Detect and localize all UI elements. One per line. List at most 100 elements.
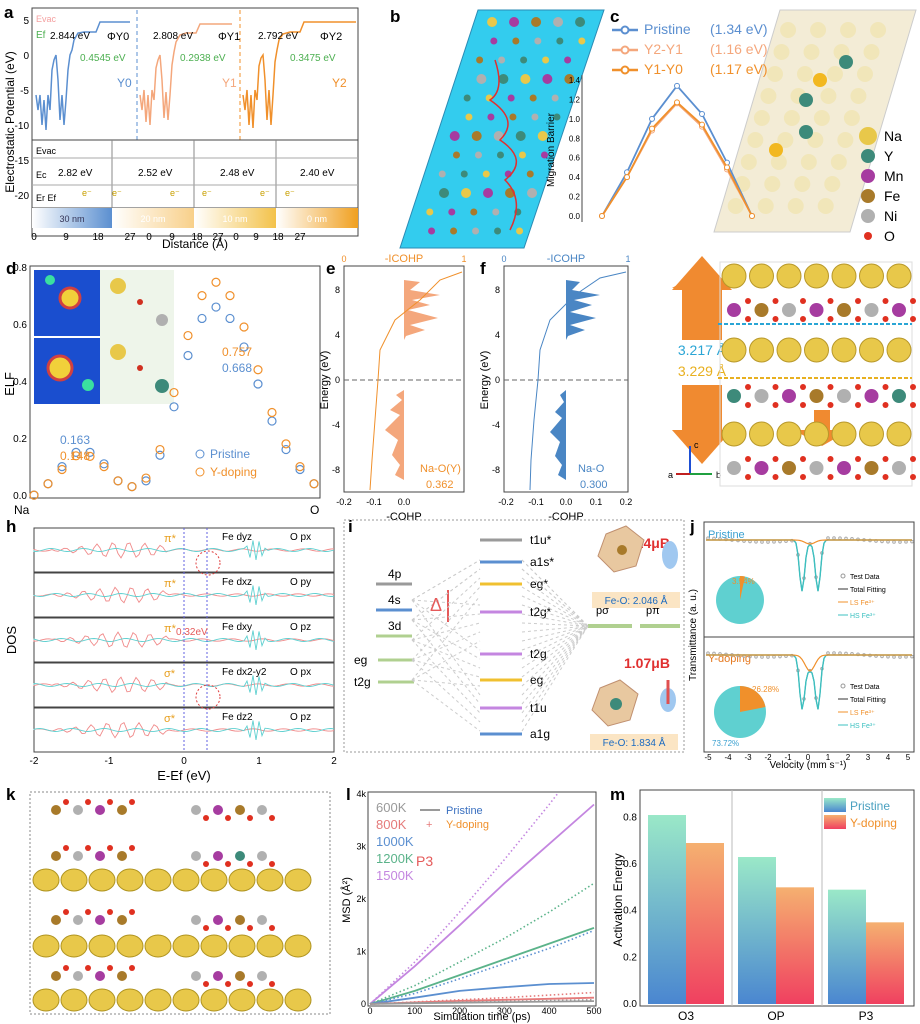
k-tm-atom xyxy=(95,851,105,861)
i-connector xyxy=(411,599,481,606)
g-arrow-up-head xyxy=(672,256,732,290)
h-state: π* xyxy=(164,578,177,590)
c-lattice-atom xyxy=(780,22,797,38)
c-lattice-atom xyxy=(757,198,774,214)
c-element-marker xyxy=(861,169,875,183)
i-feo-box xyxy=(590,734,678,750)
k-na-isosurface xyxy=(144,934,172,958)
b-atom xyxy=(487,17,498,27)
a-size: 0 nm xyxy=(307,214,327,224)
c-legend-value: (1.16 eV) xyxy=(710,41,768,57)
a-xtick: 9 xyxy=(253,232,259,243)
i-connector xyxy=(521,595,589,627)
k-tm-atom xyxy=(191,851,201,861)
j-data-point xyxy=(754,655,758,659)
d-point xyxy=(211,277,221,287)
d-legend: Pristine xyxy=(210,447,250,461)
f-xtick: -0.2 xyxy=(498,497,514,507)
d-o-atom xyxy=(137,365,143,371)
g-na-atom xyxy=(804,421,829,447)
l-temp-label: 1000K xyxy=(376,834,414,849)
i-delta: Δ xyxy=(430,595,442,615)
i-connector xyxy=(411,640,481,681)
g-tm-atom xyxy=(892,461,906,475)
j-hs-bottom: 73.72% xyxy=(712,739,739,748)
k-o-atom xyxy=(203,861,209,867)
g-tm-atom xyxy=(864,461,879,475)
i-connector xyxy=(521,568,589,627)
g-crystal-frame xyxy=(719,261,913,487)
c-element-marker xyxy=(861,209,875,223)
m-legend-label: Pristine xyxy=(850,799,890,813)
k-tm-atom xyxy=(257,915,267,925)
f-ytick: -4 xyxy=(492,420,500,430)
panel-a: a Electrostatic Potential (eV) Distance … xyxy=(3,3,359,251)
i-connector xyxy=(411,599,481,696)
j-data-point xyxy=(904,655,908,659)
a-band-ec: Ec xyxy=(36,170,47,180)
a-xtick: 27 xyxy=(294,232,306,243)
a-delta-1: 0.2938 eV xyxy=(180,53,226,64)
a-gap-2: 2.48 eV xyxy=(220,168,255,179)
c-lattice-atom xyxy=(824,176,841,192)
a-xtick: 9 xyxy=(169,232,175,243)
g-o-atom xyxy=(910,474,916,480)
g-axis-b-label: b xyxy=(716,470,721,480)
a-ef-label: Ef xyxy=(36,30,46,41)
k-na-isosurface xyxy=(200,988,228,1012)
k-tm-atom xyxy=(191,805,201,815)
f-top-label: -ICOHP xyxy=(547,253,586,265)
k-tm-atom xyxy=(213,805,223,815)
g-o-atom xyxy=(855,298,861,304)
k-na-isosurface xyxy=(228,988,256,1012)
b-atom xyxy=(529,94,537,102)
b-atom xyxy=(537,131,548,141)
g-arrow-down-shaft xyxy=(682,385,722,435)
b-profile-line xyxy=(488,59,518,231)
panel-a-xlabel: Distance (Å) xyxy=(162,236,228,251)
g-tm-atom xyxy=(809,303,824,317)
d-point xyxy=(99,459,109,469)
a-size: 30 nm xyxy=(59,214,84,224)
k-o-atom xyxy=(225,925,231,931)
a-energy-2: 2.792 eV xyxy=(258,31,298,42)
c-ytick: 1.2 xyxy=(569,95,581,104)
k-o-atom xyxy=(269,925,275,931)
a-label-y0: Y0 xyxy=(117,76,132,90)
b-atom xyxy=(492,208,500,216)
d-value: 0.148 xyxy=(60,449,90,463)
panel-label-k: k xyxy=(6,785,16,804)
k-na-isosurface xyxy=(144,988,172,1012)
a-label-y2: Y2 xyxy=(332,76,347,90)
h-o-dos xyxy=(33,675,335,695)
c-ytick: 0.8 xyxy=(569,134,581,143)
f-xtick: 0.2 xyxy=(620,497,633,507)
d-point xyxy=(239,322,249,332)
l-series-line xyxy=(369,982,595,1005)
i-connector xyxy=(411,568,481,621)
e-xlabel: -COHP xyxy=(386,511,421,523)
c-lattice-atom xyxy=(747,132,764,148)
g-o-atom xyxy=(800,298,806,304)
i-connector xyxy=(411,639,481,669)
b-atom xyxy=(516,227,524,235)
panel-d: d ELF 0.8 0.6 0.4 0.2 0.0 Na O 0.163 0.1… xyxy=(2,259,321,517)
c-legend-name: Pristine xyxy=(644,21,691,37)
h-gap-label: 0.32eV xyxy=(176,627,208,638)
l-xtick: 100 xyxy=(407,1006,422,1016)
g-o-atom xyxy=(772,384,779,390)
d-point xyxy=(57,462,67,472)
g-tm-atom xyxy=(782,389,796,403)
d-value: 0.668 xyxy=(222,361,252,375)
d-point xyxy=(197,313,207,324)
d-x-left: Na xyxy=(14,503,30,517)
h-xlabel: E-Ef (eV) xyxy=(157,768,210,783)
k-tm-atom xyxy=(117,971,127,981)
c-ylabel: Migration Barrier xyxy=(546,112,557,187)
j-data-point xyxy=(910,654,914,659)
e-ylabel: Energy (eV) xyxy=(319,351,331,410)
g-o-atom xyxy=(882,456,889,462)
h-fe-dos xyxy=(33,721,335,739)
g-distance-2: 3.229 Å xyxy=(678,363,727,379)
g-o-atom xyxy=(855,316,861,322)
